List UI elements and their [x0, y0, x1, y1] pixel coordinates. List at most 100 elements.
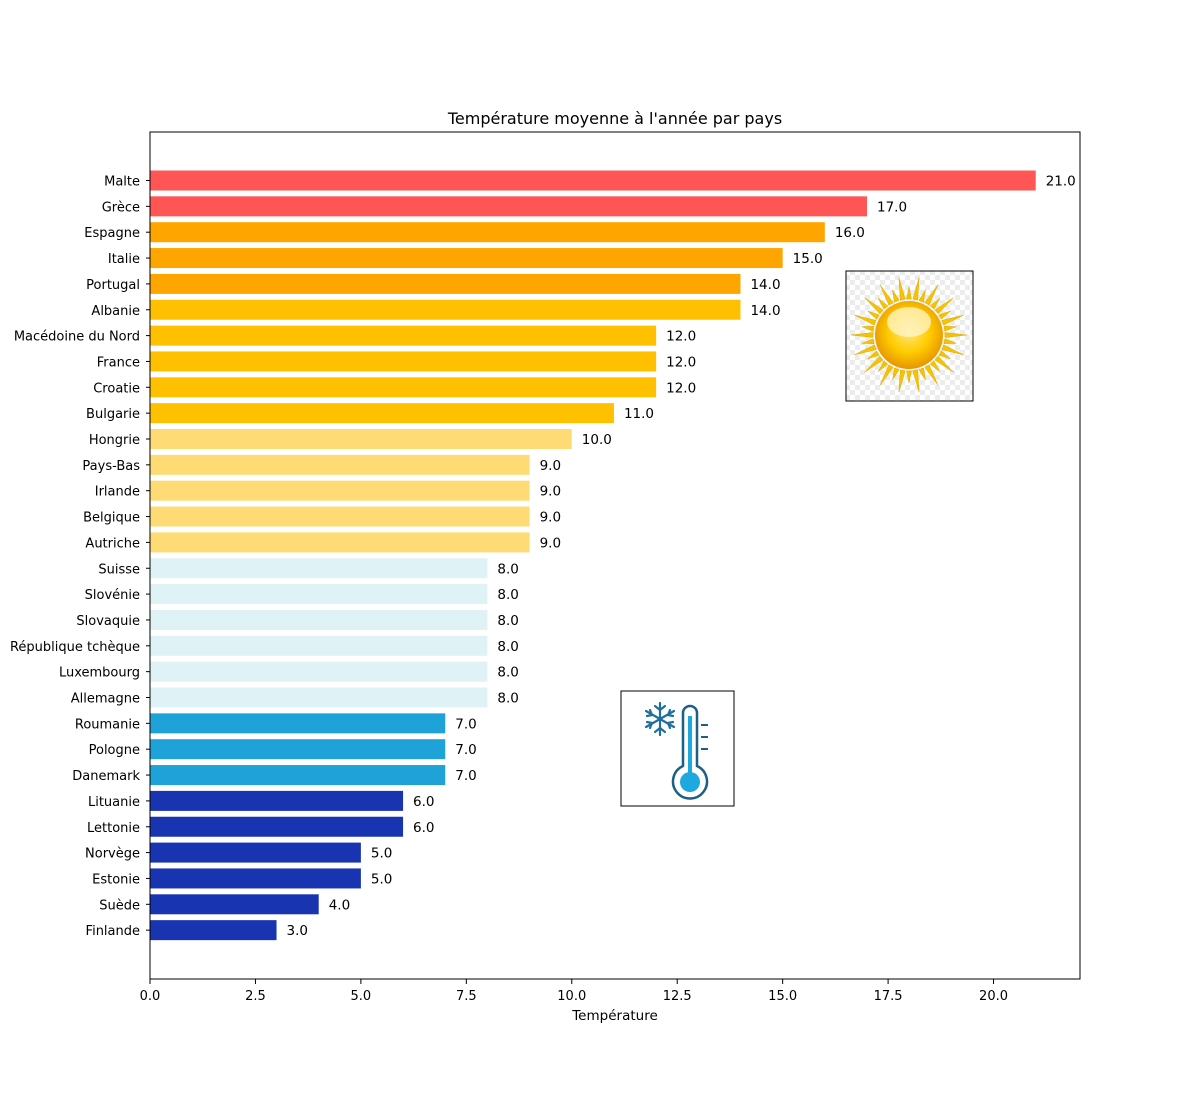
y-tick-label: Macédoine du Nord	[14, 330, 140, 345]
bar	[150, 248, 783, 269]
bar	[150, 532, 530, 553]
bar	[150, 351, 657, 372]
bar	[150, 765, 446, 786]
data-label: 12.0	[666, 380, 696, 396]
data-label: 9.0	[540, 484, 561, 500]
y-tick-label: Malte	[104, 175, 140, 190]
bar	[150, 170, 1036, 191]
y-tick-label: Lituanie	[88, 795, 140, 810]
bar	[150, 454, 530, 475]
x-tick-label: 17.5	[874, 989, 903, 1004]
y-tick-label: Pologne	[89, 743, 140, 758]
bar	[150, 894, 319, 915]
bar	[150, 790, 404, 811]
y-tick-label: Estonie	[92, 872, 140, 887]
value-labels: 21.0 17.0 16.0 15.0 14.0 14.0 12.0 12.0 12.0 11.0…	[287, 174, 1076, 940]
y-tick-label: Luxembourg	[59, 666, 140, 681]
data-label: 14.0	[750, 303, 780, 319]
data-label: 7.0	[455, 768, 476, 784]
bar	[150, 609, 488, 630]
cold-thermometer-icon	[620, 690, 735, 807]
bar	[150, 429, 572, 449]
data-label: 5.0	[371, 871, 392, 887]
data-label: 8.0	[497, 587, 518, 603]
bar	[150, 584, 488, 605]
data-label: 7.0	[455, 742, 476, 758]
y-tick-label: Hongrie	[89, 433, 140, 448]
data-label: 8.0	[497, 613, 518, 629]
y-tick-label: Danemark	[72, 769, 140, 784]
bar	[150, 868, 361, 889]
x-tick-label: 2.5	[245, 989, 266, 1004]
y-tick-label: Albanie	[91, 304, 140, 319]
bar	[150, 816, 404, 837]
data-label: 5.0	[371, 846, 392, 862]
y-tick-label: Autriche	[85, 536, 140, 551]
y-tick-label: Lettonie	[87, 821, 140, 836]
data-label: 3.0	[287, 923, 308, 939]
data-label: 9.0	[540, 458, 561, 474]
y-tick-label: Croatie	[93, 381, 140, 396]
y-tick-label: Roumanie	[75, 717, 140, 732]
bar	[150, 739, 446, 760]
data-label: 6.0	[413, 820, 434, 836]
data-label: 9.0	[540, 510, 561, 526]
data-label: 9.0	[540, 535, 561, 551]
data-label: 12.0	[666, 329, 696, 345]
bar	[150, 196, 868, 217]
data-label: 6.0	[413, 794, 434, 810]
data-label: 8.0	[497, 691, 518, 707]
data-label: 11.0	[624, 406, 654, 422]
y-tick-labels: Malte Grèce Espagne Italie Portugal Albanie Ma…	[10, 175, 150, 939]
data-label: 8.0	[497, 639, 518, 655]
data-label: 16.0	[835, 225, 865, 241]
y-tick-label: Suisse	[98, 562, 140, 577]
y-tick-label: Finlande	[86, 924, 140, 939]
data-label: 8.0	[497, 665, 518, 681]
data-label: 8.0	[497, 561, 518, 577]
bar	[150, 558, 488, 579]
x-tick-label: 20.0	[979, 989, 1008, 1004]
bar	[150, 713, 446, 734]
plot-frame	[149, 131, 1081, 980]
bar	[150, 403, 614, 424]
y-tick-label: Slovénie	[85, 588, 140, 603]
data-label: 12.0	[666, 354, 696, 370]
bar	[150, 506, 530, 527]
x-tick-label: 5.0	[351, 989, 372, 1004]
bar	[150, 687, 488, 708]
y-tick-label: Portugal	[86, 278, 140, 293]
y-tick-label: Espagne	[84, 226, 140, 241]
data-label: 15.0	[793, 251, 823, 267]
bar	[150, 299, 741, 320]
bar	[150, 273, 741, 294]
x-tick-label: 7.5	[456, 989, 477, 1004]
x-tick-label: 15.0	[768, 989, 797, 1004]
y-tick-label: Pays-Bas	[82, 459, 140, 474]
bar	[150, 480, 530, 501]
x-tick-label: 10.0	[557, 989, 586, 1004]
bars-layer	[150, 170, 1036, 941]
data-label: 7.0	[455, 716, 476, 732]
bar	[150, 635, 488, 656]
y-tick-label: Suède	[99, 898, 140, 913]
bar	[150, 222, 825, 243]
y-tick-label: Grèce	[102, 200, 140, 215]
x-axis-ticks: 0.0 2.5 5.0 7.5 10.0 12.5 15.0 17.5 20.0	[140, 979, 1008, 1004]
chart-title: Température moyenne à l'année par pays	[447, 109, 782, 128]
thermometer-icon	[671, 704, 709, 800]
bar	[150, 377, 657, 398]
y-tick-label: Slovaquie	[76, 614, 140, 629]
x-tick-label: 12.5	[663, 989, 692, 1004]
bar	[150, 920, 277, 941]
y-tick-label: Bulgarie	[86, 407, 140, 422]
data-label: 17.0	[877, 199, 907, 215]
y-tick-label: Belgique	[83, 511, 140, 526]
bar	[150, 325, 657, 346]
data-label: 10.0	[582, 432, 612, 448]
bar	[150, 661, 488, 682]
sun-icon	[845, 270, 974, 402]
snowflake-icon	[644, 701, 676, 737]
x-axis-label: Température	[571, 1008, 658, 1024]
